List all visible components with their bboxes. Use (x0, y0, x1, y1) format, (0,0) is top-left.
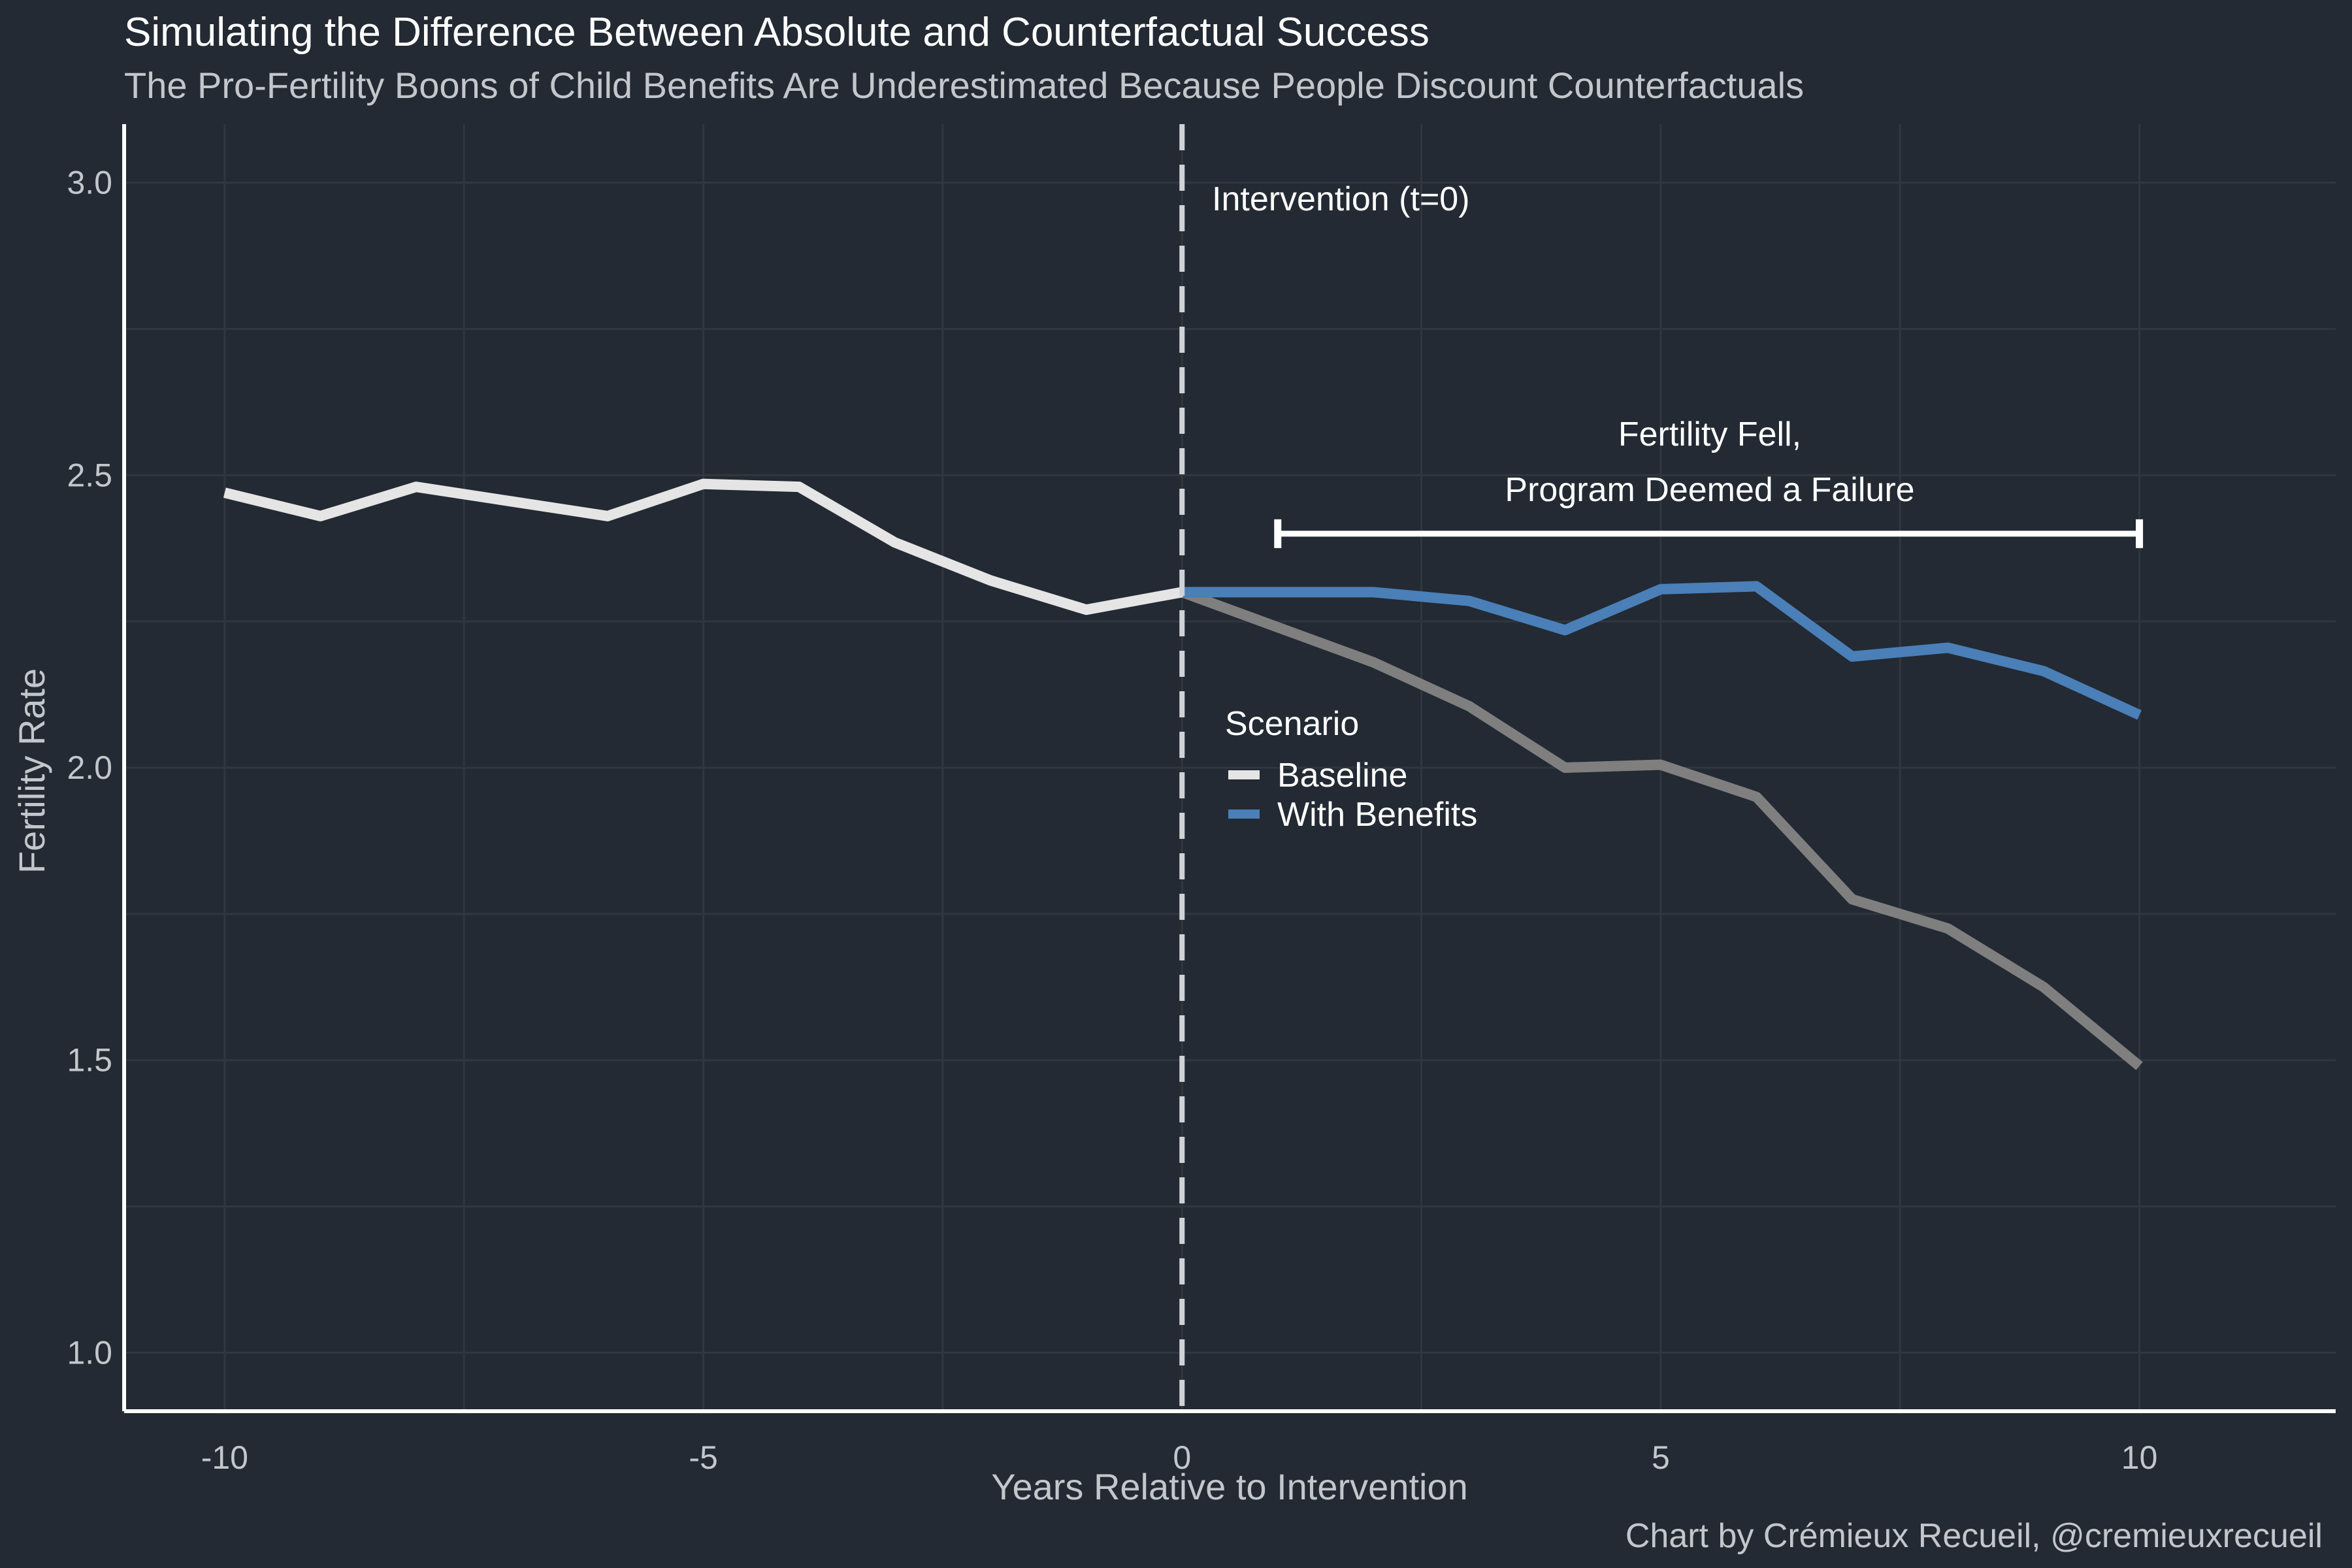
x-tick-label: -5 (689, 1439, 717, 1476)
intervention-label: Intervention (t=0) (1212, 180, 1470, 218)
legend-title: Scenario (1225, 705, 1359, 743)
legend-label-with-benefits: With Benefits (1277, 796, 1477, 834)
y-tick-label: 3.0 (67, 165, 112, 201)
y-tick-label: 2.0 (67, 749, 112, 786)
y-tick-label: 1.0 (67, 1334, 112, 1371)
legend-label-baseline: Baseline (1277, 757, 1407, 794)
bracket-label-line1: Fertility Fell, (1618, 416, 1801, 453)
x-tick-label: 10 (2121, 1439, 2158, 1476)
bracket-label-line2: Program Deemed a Failure (1505, 471, 1914, 509)
x-axis-title: Years Relative to Intervention (991, 1466, 1467, 1507)
tick-labels: -10 -5 0 5 10 1.0 1.5 2.0 2.5 3.0 (67, 165, 2157, 1476)
series-line-with-benefits (1182, 581, 2142, 720)
series-lines (223, 478, 2143, 1070)
series-line-baseline (223, 478, 1183, 615)
grid-lines (124, 124, 2336, 1411)
x-tick-label: 0 (1173, 1439, 1191, 1476)
legend: Scenario Baseline With Benefits (1225, 705, 1477, 834)
chart-title: Simulating the Difference Between Absolu… (124, 10, 1429, 55)
x-tick-label: 5 (1652, 1439, 1670, 1476)
y-tick-label: 2.5 (67, 457, 112, 493)
chart-subtitle: The Pro-Fertility Boons of Child Benefit… (124, 65, 1804, 106)
y-axis-title: Fertility Rate (11, 668, 52, 874)
series-line-counterfactual (1180, 587, 2143, 1070)
x-tick-label: -10 (201, 1439, 248, 1476)
y-tick-label: 1.5 (67, 1042, 112, 1079)
chart-caption: Chart by Crémieux Recueil, @cremieuxrecu… (1625, 1517, 2323, 1555)
failure-bracket (1274, 519, 2144, 548)
